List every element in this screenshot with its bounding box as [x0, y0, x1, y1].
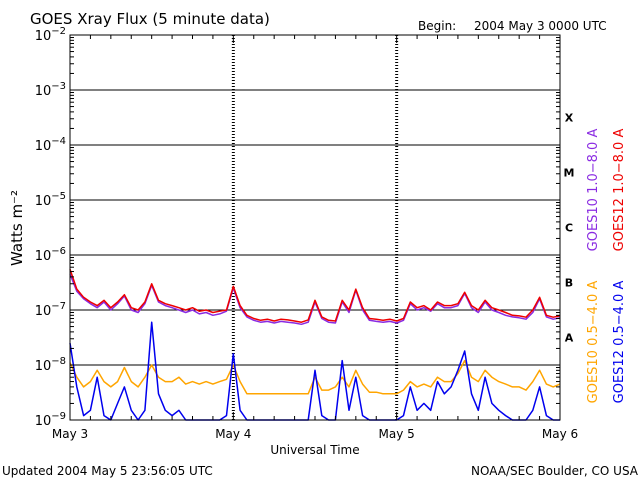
series-line	[69, 273, 561, 326]
legend-entry: GOES10 0.5−4.0 A	[586, 281, 601, 404]
x-tick-label: May 6	[542, 427, 578, 441]
y-tick-label: 10−5	[35, 191, 66, 209]
flare-class-label: A	[565, 332, 574, 345]
grid-layer	[70, 35, 560, 420]
series-layer	[69, 269, 561, 421]
series-line	[69, 321, 560, 421]
flare-class-labels: A B C M X	[564, 112, 575, 345]
plot-frame	[69, 34, 561, 421]
chart-title: GOES Xray Flux (5 minute data)	[30, 10, 270, 28]
legend-entry: GOES10 1.0−8.0 A	[586, 129, 601, 252]
y-tick-label: 10−3	[35, 81, 66, 99]
x-axis-title: Universal Time	[270, 443, 359, 457]
legend: GOES10 1.0−8.0 A GOES12 1.0−8.0 A GOES10 0…	[586, 129, 627, 404]
legend-entry: GOES12 0.5−4.0 A	[612, 281, 627, 404]
y-tick-label: 10−7	[35, 301, 66, 319]
y-tick-label: 10−8	[35, 356, 66, 374]
y-tick-label: 10−2	[35, 26, 66, 44]
x-tick-label: May 3	[52, 427, 88, 441]
y-axis: 10−9 10−8 10−7 10−6 10−5 10−4 10−3 10−2	[35, 26, 560, 429]
x-tick-label: May 5	[379, 427, 415, 441]
x-axis: May 3 May 4 May 5 May 6	[52, 35, 578, 441]
y-axis-title: Watts m⁻²	[8, 190, 26, 266]
updated-timestamp: Updated 2004 May 5 23:56:05 UTC	[2, 464, 213, 478]
series-line	[69, 269, 561, 323]
flare-class-label: X	[565, 112, 574, 125]
flare-class-label: M	[564, 167, 575, 180]
flare-class-label: B	[565, 277, 573, 290]
x-tick-label: May 4	[215, 427, 251, 441]
y-tick-label: 10−6	[35, 246, 66, 264]
series-line	[69, 359, 561, 395]
credit-text: NOAA/SEC Boulder, CO USA	[471, 464, 639, 478]
y-tick-label: 10−9	[35, 411, 66, 429]
flare-class-label: C	[565, 222, 573, 235]
begin-label: Begin:	[418, 19, 456, 33]
begin-value: 2004 May 3 0000 UTC	[474, 19, 607, 33]
y-tick-label: 10−4	[35, 136, 66, 154]
legend-entry: GOES12 1.0−8.0 A	[612, 129, 627, 252]
